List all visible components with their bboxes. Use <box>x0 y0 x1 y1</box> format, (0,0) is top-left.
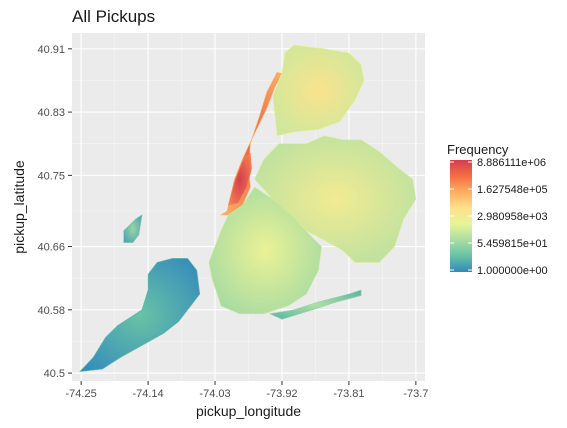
y-tick-label: 40.91 <box>37 44 65 56</box>
y-tick-label: 40.58 <box>37 305 65 317</box>
legend-label: 8.886111e+06 <box>477 157 546 169</box>
y-axis-ticks: 40.91 40.83 40.75 40.66 40.58 40.5 <box>37 44 72 380</box>
y-axis-title: pickup_latitude <box>11 160 27 254</box>
legend-colorbar <box>450 160 472 272</box>
chart-title: All Pickups <box>72 7 155 26</box>
x-axis-title: pickup_longitude <box>196 403 301 419</box>
legend-labels: 8.886111e+06 1.627548e+05 2.980958e+03 5.45… <box>450 157 548 277</box>
legend-label: 5.459815e+01 <box>477 238 548 250</box>
region-staten-island <box>79 258 201 372</box>
y-tick-label: 40.75 <box>37 170 65 182</box>
y-tick-label: 40.66 <box>37 242 65 254</box>
x-tick-label: -74.03 <box>199 388 230 400</box>
legend-label: 2.980958e+03 <box>477 211 548 223</box>
legend-label: 1.000000e+00 <box>477 265 548 277</box>
x-tick-label: -73.92 <box>266 388 297 400</box>
x-tick-label: -73.7 <box>403 388 428 400</box>
legend-label: 1.627548e+05 <box>477 184 548 196</box>
y-tick-label: 40.5 <box>44 368 65 380</box>
x-axis-ticks: -74.25 -74.14 -74.03 -73.92 -73.81 -73.7 <box>66 381 428 400</box>
legend: Frequency 8.886111e+06 1.627548e+05 2.9809… <box>447 142 548 277</box>
x-tick-label: -74.14 <box>132 388 163 400</box>
region-midtown <box>227 152 252 206</box>
region-bronx <box>272 44 365 137</box>
region-brooklyn <box>208 186 322 315</box>
heatmap-regions <box>79 44 417 372</box>
x-tick-label: -74.25 <box>66 388 97 400</box>
region-queens <box>254 135 417 263</box>
legend-title: Frequency <box>447 142 509 157</box>
region-newark <box>123 214 143 243</box>
region-rockaway <box>268 289 362 320</box>
y-tick-label: 40.83 <box>37 107 65 119</box>
x-tick-label: -73.81 <box>333 388 364 400</box>
